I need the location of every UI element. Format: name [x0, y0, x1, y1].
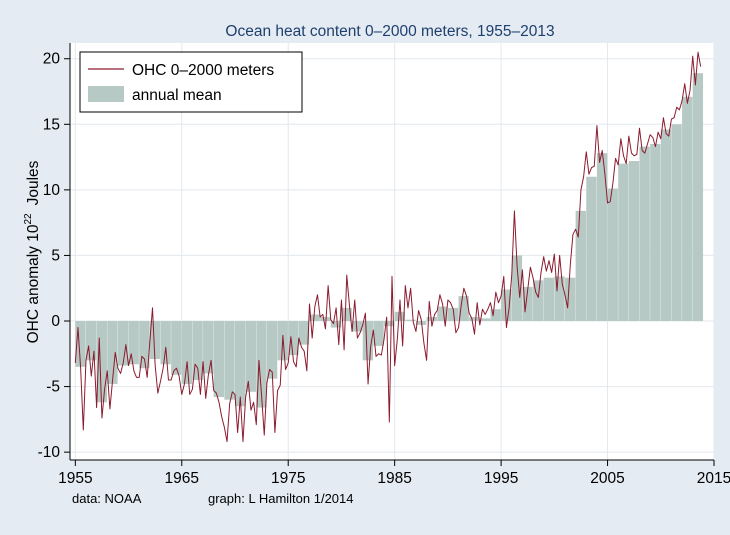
axes [69, 43, 714, 461]
annual-mean-bar [554, 276, 565, 321]
footer-data-source: data: NOAA [72, 491, 142, 506]
annual-mean-bar [458, 296, 469, 321]
annual-mean-bar [660, 129, 672, 321]
y-tick-label: -10 [38, 444, 61, 461]
annual-mean-bar [181, 321, 193, 384]
x-axis-ticks: 1955 1965 1975 1985 1995 2005 2015 [58, 460, 730, 487]
annual-mean-bar [692, 73, 704, 322]
annual-mean-bar [533, 280, 544, 321]
annual-mean-bar [128, 321, 139, 365]
annual-mean-bar [426, 317, 437, 321]
annual-mean-bar [479, 318, 491, 321]
annual-mean-bar [171, 321, 182, 375]
y-axis-label-main: OHC anomaly 10 [25, 224, 42, 343]
y-axis-label-exponent: 22 [23, 213, 34, 225]
annual-mean-bar [75, 321, 86, 367]
annual-mean-bar [511, 255, 523, 321]
annual-mean-bar [596, 153, 608, 321]
annual-mean-bar [469, 317, 480, 321]
annual-mean-bar [575, 210, 586, 321]
ohc-line-series [74, 51, 702, 443]
annual-mean-bar [671, 124, 682, 322]
annual-mean-bar [160, 321, 171, 365]
annual-mean-bar [288, 321, 299, 356]
annual-mean-bar [384, 321, 395, 327]
annual-mean-bar [501, 289, 512, 321]
annual-mean-bar [352, 321, 363, 332]
y-tick-label: 10 [43, 182, 61, 199]
annual-mean-bar [564, 277, 576, 321]
annual-mean-bar [213, 321, 225, 398]
y-axis-label: OHC anomaly 1022 Joules [23, 160, 42, 343]
annual-mean-bar [85, 321, 97, 361]
y-tick-label: 5 [51, 247, 60, 264]
annual-mean-bar [96, 321, 107, 403]
annual-mean-bar [320, 317, 331, 321]
annual-mean-bar [405, 319, 416, 321]
x-tick-label: 2005 [590, 470, 624, 487]
annual-mean-bar [490, 309, 501, 321]
svg-text:OHC anomaly 1022Joules: OHC anomaly 1022 Joules [23, 160, 42, 343]
annual-mean-bar [107, 321, 118, 384]
annual-mean-bar [203, 321, 214, 374]
bar-series [75, 73, 704, 408]
annual-mean-bar [639, 146, 650, 321]
chart-title: Ocean heat content 0–2000 meters, 1955–2… [225, 23, 554, 40]
annual-mean-bar [341, 307, 352, 321]
y-axis-ticks: -10 -5 0 5 10 15 20 [38, 51, 70, 461]
y-tick-label: 20 [43, 51, 61, 68]
legend-label-annual-mean: annual mean [132, 87, 222, 104]
annual-mean-bar [245, 321, 256, 392]
annual-mean-bar [607, 188, 618, 321]
annual-mean-bar [117, 321, 129, 366]
legend-bar-swatch [88, 86, 124, 102]
grid-lines [70, 43, 715, 460]
x-tick-label: 1955 [58, 470, 92, 487]
annual-mean-bar [543, 277, 555, 321]
x-tick-label: 1965 [165, 470, 199, 487]
annual-mean-bar [266, 321, 278, 379]
annual-mean-bar [373, 321, 384, 346]
annual-mean-bar [192, 321, 203, 381]
annual-mean-bar [224, 321, 235, 400]
annual-mean-bar [256, 321, 267, 408]
x-tick-label: 1995 [484, 470, 518, 487]
y-tick-label: 0 [51, 313, 60, 330]
annual-mean-bar [415, 321, 427, 325]
annual-mean-bar [447, 307, 459, 321]
annual-mean-bar [149, 321, 161, 360]
annual-mean-bar [309, 314, 320, 321]
y-tick-label: -5 [46, 379, 60, 396]
annual-mean-bar [437, 306, 448, 321]
y-tick-label: 15 [43, 116, 60, 133]
annual-mean-bar [618, 163, 629, 321]
annual-mean-bar [628, 161, 640, 321]
annual-mean-bar [330, 321, 342, 328]
annual-mean-bar [586, 176, 597, 321]
footer-graph-credit: graph: L Hamilton 1/2014 [208, 491, 354, 506]
x-tick-label: 2015 [697, 470, 730, 487]
annual-mean-bar [139, 321, 150, 369]
annual-mean-bar [394, 311, 406, 321]
x-tick-label: 1975 [271, 470, 305, 487]
annual-mean-bar [362, 321, 374, 361]
y-axis-label-unit: Joules [25, 160, 42, 205]
legend-label-ohc: OHC 0–2000 meters [132, 62, 274, 79]
annual-mean-bar [682, 96, 693, 321]
annual-mean-bar [234, 321, 246, 407]
annual-mean-bar [298, 321, 310, 345]
annual-mean-bar [522, 286, 533, 321]
annual-mean-bar [650, 143, 661, 321]
legend: OHC 0–2000 meters annual mean [79, 51, 303, 113]
x-tick-label: 1985 [377, 470, 411, 487]
